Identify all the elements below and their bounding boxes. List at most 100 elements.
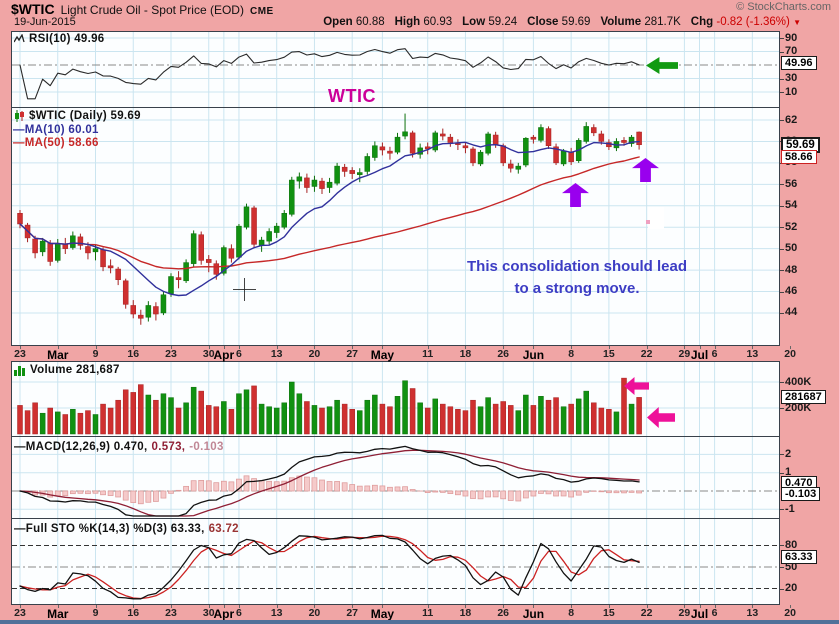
- x-axis-tick-label: 8: [568, 348, 575, 360]
- axis-tick-mark: [57, 346, 59, 349]
- low-label: Low: [462, 16, 486, 28]
- axis-tick-mark: [608, 605, 610, 608]
- price-axis-label: 50: [785, 242, 798, 255]
- axis-tick-mark: [780, 588, 784, 590]
- chart-header: $WTIC Light Crude Oil - Spot Price (EOD) C…: [11, 1, 274, 19]
- rsi-value-box: 49.96: [781, 56, 817, 70]
- axis-tick-mark: [608, 346, 610, 349]
- macd-legend: —MACD(12,26,9) 0.470, 0.573, -0.103: [14, 441, 224, 453]
- volume-plot[interactable]: [12, 362, 779, 436]
- x-axis-tick-label: 29: [678, 607, 691, 619]
- axis-tick-mark: [503, 346, 505, 349]
- x-axis-tick-label: 23: [14, 607, 26, 619]
- axis-tick-mark: [714, 346, 716, 349]
- price-legend: $WTIC (Daily) 59.69: [14, 110, 141, 122]
- x-axis-tick-label: 18: [459, 607, 472, 619]
- x-axis-tick-label: 23: [14, 348, 26, 360]
- axis-tick-mark: [780, 270, 784, 272]
- x-axis-tick-label: 23: [165, 607, 177, 619]
- x-axis-tick-label: 13: [270, 348, 283, 360]
- ma10-line: [19, 140, 640, 297]
- x-axis-tick-label: 20: [308, 348, 321, 360]
- x-axis-tick-label: 6: [711, 348, 718, 360]
- x-axis-tick-label: 13: [746, 348, 759, 360]
- axis-tick-mark: [780, 120, 784, 121]
- axis-tick-mark: [314, 605, 316, 608]
- rsi-plot[interactable]: [12, 32, 779, 107]
- candlesticks: [17, 113, 642, 325]
- price-axis-label: 48: [785, 263, 798, 276]
- volume-legend-text: Volume 281,687: [30, 364, 120, 376]
- axis-tick-mark: [780, 382, 784, 383]
- x-axis-tick-label: 15: [603, 607, 615, 619]
- x-axis-tick-label: 30: [202, 607, 215, 619]
- axis-tick-mark: [780, 51, 784, 53]
- exchange-label: CME: [249, 6, 274, 17]
- axis-tick-mark: [571, 605, 573, 608]
- sto-d-value: 63.72: [208, 523, 239, 535]
- axis-tick-mark: [780, 92, 784, 93]
- white-patch: [648, 207, 664, 229]
- x-axis-tick-label: Jul: [690, 607, 709, 621]
- axis-tick-mark: [503, 605, 505, 608]
- ticker-symbol: $WTIC: [11, 1, 55, 17]
- x-axis-tick-label: Jun: [522, 607, 545, 621]
- axis-tick-mark: [465, 605, 467, 608]
- rsi-axis-label: 10: [785, 85, 798, 98]
- axis-tick-mark: [223, 605, 225, 608]
- axis-tick-mark: [752, 346, 754, 349]
- x-axis-tick-label: 29: [678, 348, 691, 360]
- macd-panel: [11, 436, 780, 519]
- macd-axis-label: 1: [785, 466, 792, 479]
- instrument-title: Light Crude Oil - Spot Price (EOD): [60, 3, 244, 17]
- axis-tick-mark: [780, 38, 784, 39]
- sto-axis-label: 80: [785, 538, 798, 551]
- x-axis-tick-label: 8: [568, 607, 575, 619]
- axis-tick-mark: [20, 605, 21, 608]
- axis-tick-mark: [427, 346, 429, 349]
- x-axis-tick-label: Apr: [213, 348, 235, 362]
- macd-plot[interactable]: [12, 437, 779, 518]
- macd-signal-value: 0.573,: [151, 441, 186, 453]
- x-axis-tick-label: Jul: [690, 348, 709, 362]
- chart-date: 19-Jun-2015: [14, 16, 76, 28]
- axis-tick-mark: [382, 605, 384, 608]
- x-axis-tick-label: 20: [784, 348, 796, 360]
- axis-tick-mark: [20, 346, 21, 349]
- axis-tick-mark: [533, 605, 535, 608]
- volume-bars-icon: [14, 365, 25, 376]
- sto-plot[interactable]: [12, 519, 779, 604]
- x-axis-tick-label: 6: [236, 348, 242, 360]
- x-axis-tick-label: 9: [92, 348, 99, 360]
- axis-tick-mark: [699, 346, 701, 349]
- axis-tick-mark: [571, 346, 573, 349]
- copyright-notice: © StockCharts.com: [736, 1, 831, 13]
- axis-tick-mark: [790, 605, 792, 608]
- axis-tick-mark: [382, 346, 384, 349]
- indicator-zigzag-icon: [14, 34, 25, 43]
- axis-tick-mark: [223, 346, 225, 349]
- x-axis-tick-label: 11: [422, 348, 434, 360]
- ma10-legend: —MA(10) 60.01: [13, 124, 99, 136]
- sto-k-line: [19, 534, 640, 600]
- volume-axis-label: 400K: [785, 375, 812, 388]
- axis-tick-mark: [780, 509, 784, 511]
- rsi-line: [19, 48, 640, 100]
- x-axis-tick-label: 26: [497, 607, 510, 619]
- axis-tick-mark: [699, 605, 701, 608]
- macd-legend-text: —MACD(12,26,9) 0.470,: [14, 441, 148, 453]
- axis-tick-mark: [780, 78, 784, 80]
- crosshair-vertical: [244, 278, 245, 301]
- price-plot[interactable]: [12, 108, 779, 345]
- x-axis-tick-label: 16: [127, 607, 140, 619]
- x-axis-tick-label: 22: [640, 348, 653, 360]
- axis-tick-mark: [684, 346, 686, 349]
- axis-tick-mark: [314, 346, 316, 349]
- axis-tick-mark: [780, 291, 784, 293]
- x-axis-tick-label: Jun: [522, 348, 545, 362]
- axis-tick-mark: [133, 346, 135, 349]
- x-axis-tick-label: 26: [497, 348, 510, 360]
- axis-tick-mark: [646, 605, 648, 608]
- close-label: Close: [527, 16, 559, 28]
